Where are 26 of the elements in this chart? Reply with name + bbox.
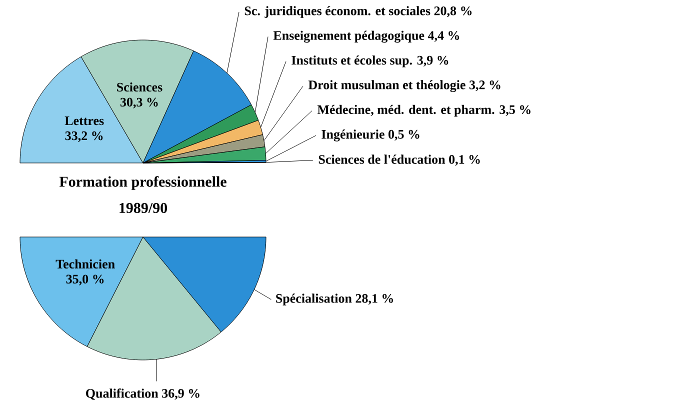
slice-label: Sciences de l'éducation [318, 154, 446, 164]
data-label: 30,3 % [120, 98, 158, 108]
slice-label: Droit musulman et théologie [308, 80, 466, 92]
data-label: 3,5 % [500, 105, 530, 116]
slice-label: Qualification [86, 388, 158, 400]
data-label: 3,9 % [417, 56, 448, 67]
slice-label: Lettres [64, 116, 104, 126]
slice-label: Enseignement pédagogique [273, 30, 424, 43]
slice-label: Médecine, méd. dent. et pharm. [317, 104, 494, 117]
slice-label: Spécialisation [276, 294, 352, 306]
data-label: 0,1 % [449, 155, 480, 166]
slice-label: Ingénieurie [322, 130, 384, 142]
slice-label: Instituts et écoles sup. [292, 55, 412, 68]
data-label: 33,2 % [65, 131, 103, 142]
data-label: 20,8 % [434, 6, 472, 18]
slice-label: Sc. juridiques économ. et sociales [244, 6, 430, 18]
slice-label: Sciences [117, 82, 162, 92]
data-label: 4,4 % [428, 31, 460, 42]
data-label: 0,5 % [388, 130, 420, 141]
chart-title: Formation professionnelle [59, 176, 226, 190]
slice-label: Technicien [56, 259, 115, 268]
data-label: 35,0 % [66, 274, 104, 286]
data-label: 3,2 % [469, 80, 500, 92]
data-label: 36,9 % [162, 388, 200, 400]
chart-subtitle: 1989/90 [120, 202, 168, 214]
data-label: 28,1 % [356, 294, 394, 305]
